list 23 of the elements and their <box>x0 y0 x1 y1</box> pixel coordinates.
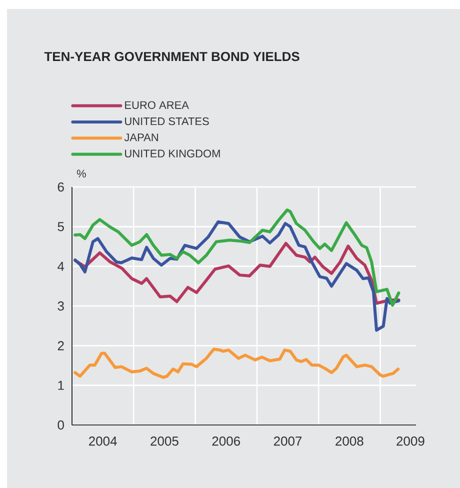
line-series <box>74 348 400 379</box>
legend-label: EURO AREA <box>125 101 189 109</box>
x-tick-label: 2006 <box>212 436 240 446</box>
chart-title: TEN-YEAR GOVERNMENT BOND YIELDS <box>44 52 300 62</box>
y-axis-title: % <box>76 170 86 178</box>
y-tick-label: 1 <box>58 380 64 390</box>
x-tick-label: 2007 <box>274 436 302 446</box>
legend-label: JAPAN <box>124 134 158 142</box>
line-series <box>74 208 400 307</box>
y-tick-label: 0 <box>58 420 64 430</box>
line-series <box>74 242 400 305</box>
y-tick-label: 5 <box>58 222 64 232</box>
x-tick-label: 2004 <box>89 436 117 446</box>
y-tick-label: 4 <box>58 262 64 271</box>
y-tick-label: 3 <box>58 301 64 311</box>
x-tick-label: 2005 <box>150 436 178 446</box>
line-series <box>74 220 400 332</box>
legend-label: UNITED KINGDOM <box>125 150 220 158</box>
legend-label: UNITED STATES <box>125 117 209 126</box>
y-tick-label: 2 <box>58 341 64 350</box>
x-tick-label: 2009 <box>396 436 424 446</box>
x-tick-label: 2008 <box>336 436 364 446</box>
y-tick-label: 6 <box>58 182 64 192</box>
